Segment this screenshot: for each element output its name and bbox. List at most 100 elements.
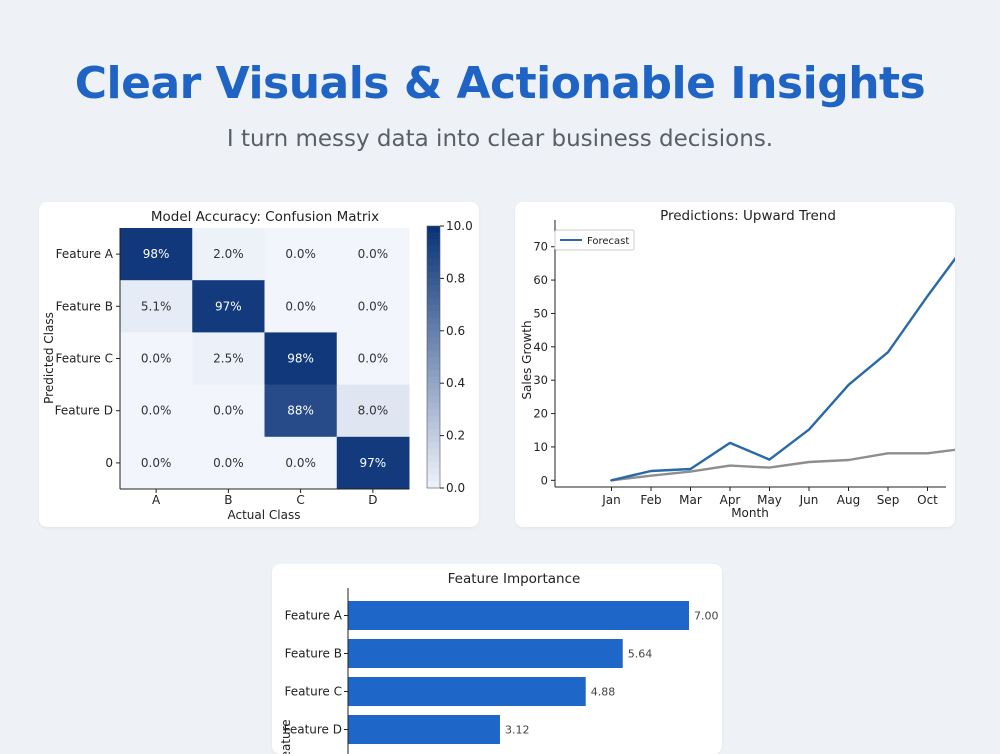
cm-x-tick-label: C (296, 493, 304, 507)
colorbar-segment (427, 442, 440, 450)
cm-cell-label: 0.0% (358, 247, 389, 261)
cm-cell-label: 5.1% (141, 299, 172, 313)
bar-value-label: 4.88 (591, 686, 616, 699)
cm-y-tick-label: Feature B (56, 299, 113, 313)
line-x-tick-label: Aug (837, 493, 860, 507)
colorbar-tick-label: 0.2 (446, 429, 465, 443)
bar-value-label: 3.12 (505, 724, 530, 737)
cm-y-tick-label: 0 (105, 456, 113, 470)
colorbar-segment (427, 468, 440, 476)
cm-cell-label: 0.0% (213, 456, 244, 470)
cm-cell (264, 280, 338, 333)
line-y-axis-label: Sales Growth (520, 320, 534, 399)
cm-cell-label: 0.0% (141, 352, 172, 366)
line-x-tick-label: May (757, 493, 782, 507)
feature-importance-chart: Feature Importance Feature A 7.00 Feature … (279, 571, 719, 754)
cm-cell (120, 384, 193, 438)
bar-category-label: Feature D (284, 723, 342, 737)
line-y-tick-label: 40 (533, 340, 548, 354)
cm-y-axis-label: Predicted Class (42, 312, 56, 404)
line-chart-title: Predictions: Upward Trend (660, 208, 836, 224)
confusion-matrix-chart: Model Accuracy: Confusion Matrix 98% 2.0%… (42, 209, 473, 522)
line-x-tick-label: Jun (799, 493, 819, 507)
line-y-tick-label: 30 (533, 373, 548, 387)
bar-y-axis-label: Feature (279, 719, 293, 754)
cm-cell (120, 280, 193, 333)
cm-cell (336, 228, 410, 281)
colorbar-segment (427, 474, 440, 483)
legend-box (554, 229, 635, 251)
cm-cell-label: 0.0% (141, 456, 172, 470)
cm-cell-label: 98% (287, 352, 314, 366)
colorbar-segment (427, 311, 440, 319)
bar-chart-title: Feature Importance (448, 571, 581, 587)
line-legend: Forecast (554, 229, 635, 251)
colorbar-segment (427, 402, 440, 410)
cm-cell (264, 228, 338, 281)
cm-cell-label: 0.0% (358, 299, 389, 313)
cm-cell (192, 436, 265, 490)
colorbar-tick-label: 0.0 (446, 481, 465, 495)
cm-y-tick-label: Feature A (56, 247, 114, 261)
confusion-matrix-title: Model Accuracy: Confusion Matrix (151, 209, 379, 225)
colorbar-segment (427, 337, 440, 345)
cm-x-axis-label: Actual Class (228, 508, 301, 522)
colorbar-tick-label: 0.6 (446, 324, 465, 338)
colorbar-segment (427, 363, 440, 371)
colorbar-tick-label: 0.8 (446, 271, 465, 285)
cm-x-tick-label: D (368, 493, 377, 507)
line-chart-card: Predictions: Upward Trend 0 10 20 30 40 50 60 7… (515, 202, 955, 527)
colorbar-segment (427, 383, 440, 391)
cm-cell (264, 436, 338, 490)
page-subtitle: I turn messy data into clear business de… (226, 126, 774, 152)
colorbar-segment (427, 370, 440, 378)
colorbar-segment (427, 245, 440, 253)
baseline-series-line (610, 448, 955, 482)
legend-label-forecast: Forecast (587, 236, 629, 247)
colorbar-segment (427, 232, 440, 240)
line-y-tick-label: 60 (533, 273, 548, 287)
line-x-tick-label: Feb (640, 493, 661, 507)
colorbar-segment (427, 271, 440, 279)
cm-cell-label: 0.0% (285, 247, 316, 261)
colorbar-segment (427, 330, 440, 338)
line-y-tick-label: 70 (533, 240, 548, 254)
cm-cell (120, 436, 193, 490)
colorbar-segment (427, 389, 440, 397)
cm-y-tick-label: Feature C (55, 352, 113, 366)
colorbar-segment (427, 239, 440, 247)
colorbar-segment (427, 278, 440, 286)
colorbar-segment (427, 324, 440, 332)
colorbar-segment (427, 455, 440, 463)
cm-cell (264, 384, 338, 438)
cm-cell (336, 332, 410, 386)
colorbar-segment (427, 422, 440, 430)
cm-cell-label: 8.0% (358, 404, 389, 418)
cm-cell (120, 228, 193, 281)
colorbar-segment (427, 481, 440, 489)
cm-cell-label: 88% (287, 404, 314, 418)
line-x-tick-label: Mar (679, 493, 702, 507)
colorbar-segment (427, 226, 440, 234)
colorbar-segment (427, 265, 440, 273)
colorbar-segment (427, 304, 440, 312)
feature-bar (348, 715, 500, 744)
cm-cell (336, 384, 410, 438)
cm-cell-label: 0.0% (285, 456, 316, 470)
colorbar-segment (427, 409, 440, 417)
bar-category-label: Feature B (285, 647, 342, 661)
colorbar-tick-label: 10.0 (446, 219, 473, 233)
cm-cell (192, 228, 265, 281)
colorbar-tick-label: 0.4 (446, 376, 465, 390)
feature-bar (348, 601, 689, 630)
cm-cell (192, 384, 265, 438)
cm-cell-label: 0.0% (141, 404, 172, 418)
cm-cell-label: 2.0% (213, 247, 244, 261)
line-x-tick-label: Oct (917, 493, 938, 507)
bar-value-label: 7.00 (694, 610, 719, 623)
cm-cell-label: 0.0% (285, 299, 316, 313)
colorbar-segment (427, 448, 440, 456)
cm-x-tick-label: B (224, 493, 232, 507)
colorbar-segment (427, 258, 440, 266)
line-x-tick-label: Jan (601, 493, 621, 507)
